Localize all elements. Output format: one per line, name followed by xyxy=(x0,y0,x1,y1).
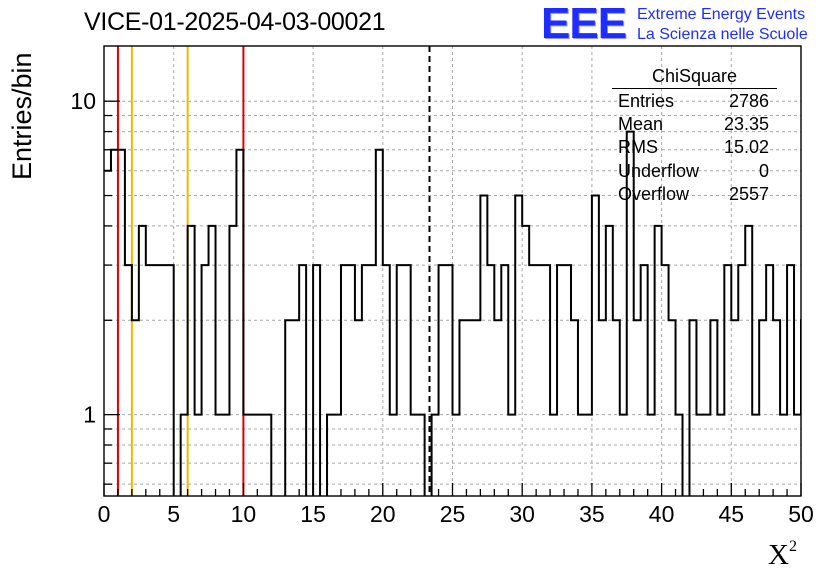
stats-value: 0 xyxy=(758,160,769,181)
x-tick-label: 20 xyxy=(370,501,396,527)
eee-logo-mark: EEE xyxy=(541,0,627,48)
stats-value: 15.02 xyxy=(723,137,769,158)
stats-row-mean: Mean 23.35 xyxy=(612,114,777,137)
y-tick-label: 10 xyxy=(70,88,96,114)
stats-row-underflow: Underflow 0 xyxy=(612,161,777,184)
stats-row-entries: Entries 2786 xyxy=(612,91,777,114)
x-tick-label: 10 xyxy=(231,501,257,527)
y-tick-label: 1 xyxy=(83,402,96,428)
stats-row-overflow: Overflow 2557 xyxy=(612,184,777,207)
x-tick-label: 15 xyxy=(300,501,326,527)
stats-label: Entries xyxy=(618,91,675,111)
x-tick-label: 5 xyxy=(167,501,180,527)
stats-value: 2786 xyxy=(728,91,769,111)
x-axis-label-exponent: 2 xyxy=(788,538,797,555)
eee-logo: EEE Extreme Energy Events La Scienza nel… xyxy=(541,2,833,46)
x-axis-label: X2 xyxy=(768,538,797,572)
y-tick-labels: 1 10 xyxy=(70,88,96,427)
stats-label: Overflow xyxy=(618,183,690,204)
x-tick-label: 35 xyxy=(579,501,605,527)
x-tick-labels: 0 5 10 15 20 25 30 35 40 45 50 xyxy=(98,501,814,527)
x-tick-label: 40 xyxy=(649,501,675,527)
logo-text-line2: La Scienza nelle Scuole xyxy=(637,26,808,43)
x-axis-label-base: X xyxy=(768,539,789,571)
stats-value: 23.35 xyxy=(723,114,769,135)
x-tick-label: 0 xyxy=(98,501,111,527)
plot-frame xyxy=(103,45,802,497)
stats-label: RMS xyxy=(618,137,658,158)
stats-value: 2557 xyxy=(728,183,769,204)
plot-title: VICE-01-2025-04-03-00021 xyxy=(84,8,386,36)
stats-label: Underflow xyxy=(618,160,700,181)
stats-box: ChiSquare Entries 2786 Mean 23.35 RMS 15.02… xyxy=(612,66,777,207)
x-tick-label: 45 xyxy=(719,501,745,527)
histogram xyxy=(104,130,801,496)
stats-row-rms: RMS 15.02 xyxy=(612,137,777,160)
histogram-outline xyxy=(104,130,801,496)
stats-title: ChiSquare xyxy=(612,66,777,89)
x-tick-label: 25 xyxy=(440,501,466,527)
x-tick-label: 50 xyxy=(788,501,814,527)
x-tick-label: 30 xyxy=(509,501,535,527)
stats-label: Mean xyxy=(618,114,664,135)
logo-text-line1: Extreme Energy Events xyxy=(637,6,806,23)
